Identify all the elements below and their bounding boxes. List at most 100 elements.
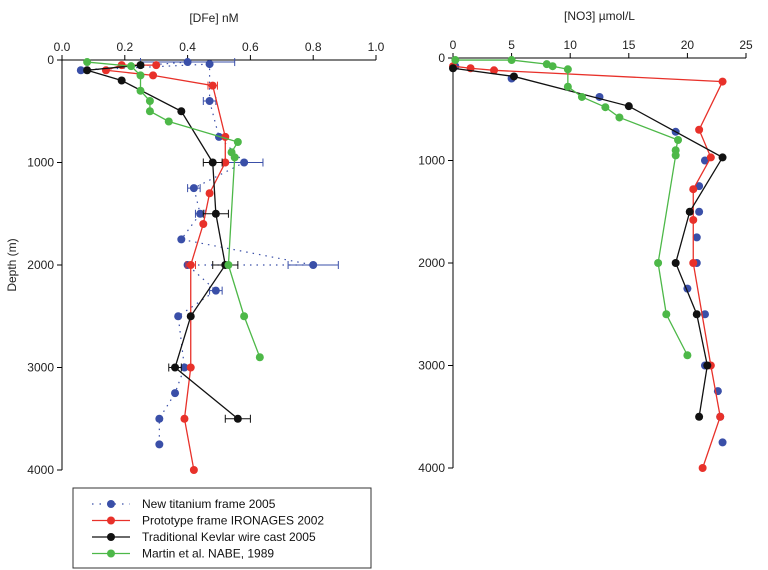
data-point xyxy=(685,207,694,216)
legend-label: Traditional Kevlar wire cast 2005 xyxy=(142,530,316,544)
data-point xyxy=(490,66,499,75)
data-point xyxy=(674,136,683,144)
data-point xyxy=(240,158,249,167)
data-point xyxy=(695,412,704,421)
data-point xyxy=(205,189,214,198)
data-point xyxy=(509,72,518,81)
x-tick-label: 15 xyxy=(622,38,636,52)
data-point xyxy=(548,62,557,71)
data-point xyxy=(671,151,680,160)
data-point xyxy=(221,158,230,167)
y-tick-label: 4000 xyxy=(27,463,54,477)
y-tick-label: 1000 xyxy=(27,156,54,170)
data-point xyxy=(563,65,572,74)
data-point xyxy=(145,97,154,105)
data-point xyxy=(180,363,189,372)
data-point xyxy=(117,76,126,85)
legend-swatch-marker xyxy=(107,516,115,525)
series-line xyxy=(80,61,314,445)
data-point xyxy=(76,66,85,75)
y-tick-label: 4000 xyxy=(418,461,445,475)
x-tick-label: 10 xyxy=(564,38,578,52)
data-point xyxy=(703,361,712,370)
data-point xyxy=(145,107,154,116)
x-tick-label: 0.8 xyxy=(305,40,322,54)
data-point xyxy=(211,286,220,295)
data-point xyxy=(683,351,692,360)
data-point xyxy=(208,158,217,167)
x-tick-label: 0.2 xyxy=(116,40,133,54)
legend-label: Martin et al. NABE, 1989 xyxy=(142,547,274,561)
legend-swatch-marker xyxy=(107,533,115,541)
series-line xyxy=(105,64,226,471)
data-point xyxy=(83,58,92,67)
data-point xyxy=(577,92,586,101)
y-tick-label: 2000 xyxy=(27,258,54,272)
data-point xyxy=(136,86,145,95)
data-point xyxy=(718,153,727,162)
data-point xyxy=(155,440,164,449)
data-point xyxy=(155,414,164,423)
legend-label: New titanium frame 2005 xyxy=(142,497,276,511)
y-axis-title: Depth (m) xyxy=(5,238,19,291)
data-point xyxy=(718,77,727,86)
data-point xyxy=(177,235,186,244)
data-point xyxy=(615,113,624,122)
data-point xyxy=(224,261,233,269)
y-tick-label: 0 xyxy=(438,51,445,65)
data-point xyxy=(171,389,180,398)
data-point xyxy=(164,117,173,126)
series-line xyxy=(455,59,688,356)
legend: New titanium frame 2005 Prototype frame I… xyxy=(72,487,372,569)
data-point xyxy=(233,138,242,146)
data-point xyxy=(233,414,242,423)
data-point xyxy=(186,312,195,321)
series-line xyxy=(452,65,724,469)
data-point xyxy=(601,103,610,112)
x-tick-label: 5 xyxy=(508,38,515,52)
data-point xyxy=(136,71,145,80)
dfe-panel: 0.0 0.2 0.4 0.6 0.8 1.0 0 1000 2000 3000 4000 [DFe]… xyxy=(27,11,384,477)
data-point xyxy=(199,220,208,228)
series-line xyxy=(452,67,724,417)
data-point xyxy=(563,82,572,91)
legend-swatch-marker xyxy=(107,500,115,508)
nitrate-panel: 0 5 10 15 20 25 0 1000 2000 3000 4000 [NO3] µmol/L xyxy=(418,9,753,475)
data-point xyxy=(507,56,516,65)
data-point xyxy=(186,261,195,269)
y-tick-label: 3000 xyxy=(27,361,54,375)
x-tick-label: 0.4 xyxy=(179,40,196,54)
data-point xyxy=(662,310,671,319)
data-point xyxy=(671,259,680,267)
data-point xyxy=(189,466,198,474)
data-point xyxy=(624,102,633,111)
data-point xyxy=(171,363,180,372)
data-point xyxy=(152,61,161,70)
legend-box xyxy=(72,487,372,569)
data-point xyxy=(208,81,217,90)
data-point xyxy=(205,97,214,105)
data-point xyxy=(700,156,709,165)
data-point xyxy=(718,438,727,447)
x-tick-label: 25 xyxy=(739,38,753,52)
data-point xyxy=(706,153,715,162)
data-point xyxy=(240,312,249,321)
data-point xyxy=(174,312,183,321)
y-tick-label: 1000 xyxy=(418,154,445,168)
data-point xyxy=(83,66,92,75)
data-point xyxy=(189,184,198,193)
data-point xyxy=(692,233,701,242)
series-line xyxy=(87,61,261,358)
data-point xyxy=(689,185,698,194)
data-point xyxy=(196,209,205,218)
y-tick-label: 3000 xyxy=(418,359,445,373)
data-point xyxy=(698,464,707,472)
data-point xyxy=(136,61,145,70)
data-point xyxy=(177,107,186,116)
data-point xyxy=(230,153,239,162)
x-tick-label: 0.6 xyxy=(242,40,259,54)
data-point xyxy=(692,310,701,319)
data-point xyxy=(654,259,663,267)
data-point xyxy=(101,66,110,75)
